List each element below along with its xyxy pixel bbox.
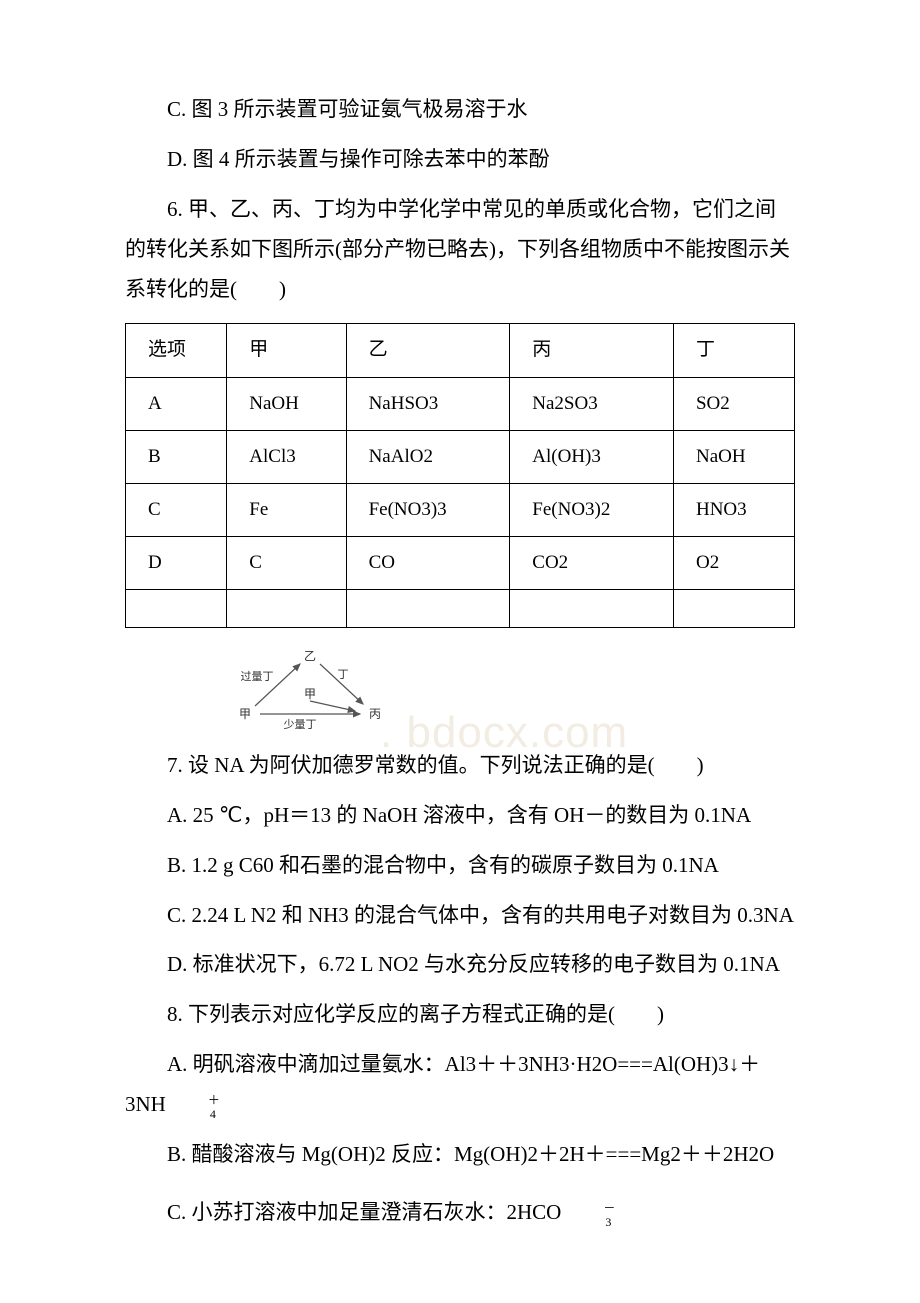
diagram-edge-label-tr: 丁 <box>338 669 349 681</box>
diagram-label-mid: 甲 <box>304 687 316 701</box>
table-cell: 丁 <box>673 324 794 377</box>
table-cell: Fe <box>227 483 346 536</box>
table-cell: Fe(NO3)2 <box>510 483 674 536</box>
q6-diagram: 乙 甲 丙 甲 过量丁 丁 少量丁 <box>215 646 405 736</box>
q8-option-b-text: B. 醋酸溶液与 Mg(OH)2 反应：Mg(OH)2＋2H＋===Mg2＋＋2… <box>167 1142 774 1166</box>
table-cell: 选项 <box>126 324 227 377</box>
table-cell: A <box>126 377 227 430</box>
q8-option-a: A. 明矾溶液中滴加过量氨水：Al3＋＋3NH3·H2O===Al(OH)3↓＋… <box>125 1045 795 1125</box>
diagram-label-left: 甲 <box>239 707 251 721</box>
q7-option-d: D. 标准状况下，6.72 L NO2 与水充分反应转移的电子数目为 0.1NA <box>125 945 795 985</box>
q7-option-b-text: B. 1.2 g C60 和石墨的混合物中，含有的碳原子数目为 0.1NA <box>167 853 719 877</box>
q7-option-c: C. 2.24 L N2 和 NH3 的混合气体中，含有的共用电子对数目为 0.… <box>125 896 795 936</box>
table-cell: HNO3 <box>673 483 794 536</box>
table-row <box>126 589 795 627</box>
table-cell <box>126 589 227 627</box>
table-row: D C CO CO2 O2 <box>126 536 795 589</box>
q7-option-d-text: D. 标准状况下，6.72 L NO2 与水充分反应转移的电子数目为 0.1NA <box>167 952 780 976</box>
q5-option-d: D. 图 4 所示装置与操作可除去苯中的苯酚 <box>125 140 795 180</box>
q5-option-d-text: D. 图 4 所示装置与操作可除去苯中的苯酚 <box>167 147 550 171</box>
q5-option-c-text: C. 图 3 所示装置可验证氨气极易溶于水 <box>167 97 528 121</box>
table-cell <box>510 589 674 627</box>
q7-option-a: A. 25 ℃，pH＝13 的 NaOH 溶液中，含有 OH－的数目为 0.1N… <box>125 796 795 836</box>
q7-option-a-text: A. 25 ℃，pH＝13 的 NaOH 溶液中，含有 OH－的数目为 0.1N… <box>167 803 751 827</box>
table-cell: O2 <box>673 536 794 589</box>
table-cell: CO2 <box>510 536 674 589</box>
table-cell: CO <box>346 536 510 589</box>
hco3-sub: 3 <box>563 1211 611 1234</box>
q8-option-b: B. 醋酸溶液与 Mg(OH)2 反应：Mg(OH)2＋2H＋===Mg2＋＋2… <box>125 1135 795 1175</box>
q7-option-c-text: C. 2.24 L N2 和 NH3 的混合气体中，含有的共用电子对数目为 0.… <box>167 903 794 927</box>
table-cell: D <box>126 536 227 589</box>
diagram-edge-label-b: 少量丁 <box>284 718 317 731</box>
watermark-text: . bdocx.com <box>380 691 628 775</box>
q8-option-c-text: C. 小苏打溶液中加足量澄清石灰水：2HCO <box>167 1200 561 1224</box>
table-cell: C <box>126 483 227 536</box>
table-cell: B <box>126 430 227 483</box>
table-cell: Fe(NO3)3 <box>346 483 510 536</box>
table-row: 选项 甲 乙 丙 丁 <box>126 324 795 377</box>
q7-option-b: B. 1.2 g C60 和石墨的混合物中，含有的碳原子数目为 0.1NA <box>125 846 795 886</box>
table-cell <box>227 589 346 627</box>
table-cell: Na2SO3 <box>510 377 674 430</box>
table-cell: 乙 <box>346 324 510 377</box>
table-row: A NaOH NaHSO3 Na2SO3 SO2 <box>126 377 795 430</box>
table-cell: NaOH <box>227 377 346 430</box>
nh4-sub: 4 <box>168 1103 216 1126</box>
diagram-label-top: 乙 <box>304 649 316 663</box>
q8-stem-text: 8. 下列表示对应化学反应的离子方程式正确的是( ) <box>167 1002 664 1026</box>
table-cell <box>673 589 794 627</box>
q6-stem-text: 6. 甲、乙、丙、丁均为中学化学中常见的单质或化合物，它们之间的转化关系如下图所… <box>125 197 790 301</box>
table-cell: AlCl3 <box>227 430 346 483</box>
table-cell: NaHSO3 <box>346 377 510 430</box>
q5-option-c: C. 图 3 所示装置可验证氨气极易溶于水 <box>125 90 795 130</box>
diagram-label-right: 丙 <box>369 707 381 721</box>
table-cell: 丙 <box>510 324 674 377</box>
table-cell: Al(OH)3 <box>510 430 674 483</box>
table-cell: SO2 <box>673 377 794 430</box>
q8-stem: 8. 下列表示对应化学反应的离子方程式正确的是( ) <box>125 995 795 1035</box>
table-cell: C <box>227 536 346 589</box>
diagram-edge-label-tl: 过量丁 <box>241 670 274 683</box>
table-cell <box>346 589 510 627</box>
table-cell: NaAlO2 <box>346 430 510 483</box>
q6-diagram-container: . bdocx.com 乙 甲 丙 甲 过量丁 丁 少量丁 <box>125 646 795 736</box>
table-row: B AlCl3 NaAlO2 Al(OH)3 NaOH <box>126 430 795 483</box>
table-cell: NaOH <box>673 430 794 483</box>
table-cell: 甲 <box>227 324 346 377</box>
q6-stem: 6. 甲、乙、丙、丁均为中学化学中常见的单质或化合物，它们之间的转化关系如下图所… <box>125 190 795 310</box>
q8-option-a-text: A. 明矾溶液中滴加过量氨水：Al3＋＋3NH3·H2O===Al(OH)3↓＋… <box>125 1052 760 1116</box>
hco3-script: －3 <box>561 1203 575 1225</box>
nh4-script: ＋4 <box>166 1095 180 1117</box>
q8-option-c: C. 小苏打溶液中加足量澄清石灰水：2HCO－3 <box>125 1193 795 1233</box>
table-row: C Fe Fe(NO3)3 Fe(NO3)2 HNO3 <box>126 483 795 536</box>
q6-table: 选项 甲 乙 丙 丁 A NaOH NaHSO3 Na2SO3 SO2 B Al… <box>125 323 795 627</box>
